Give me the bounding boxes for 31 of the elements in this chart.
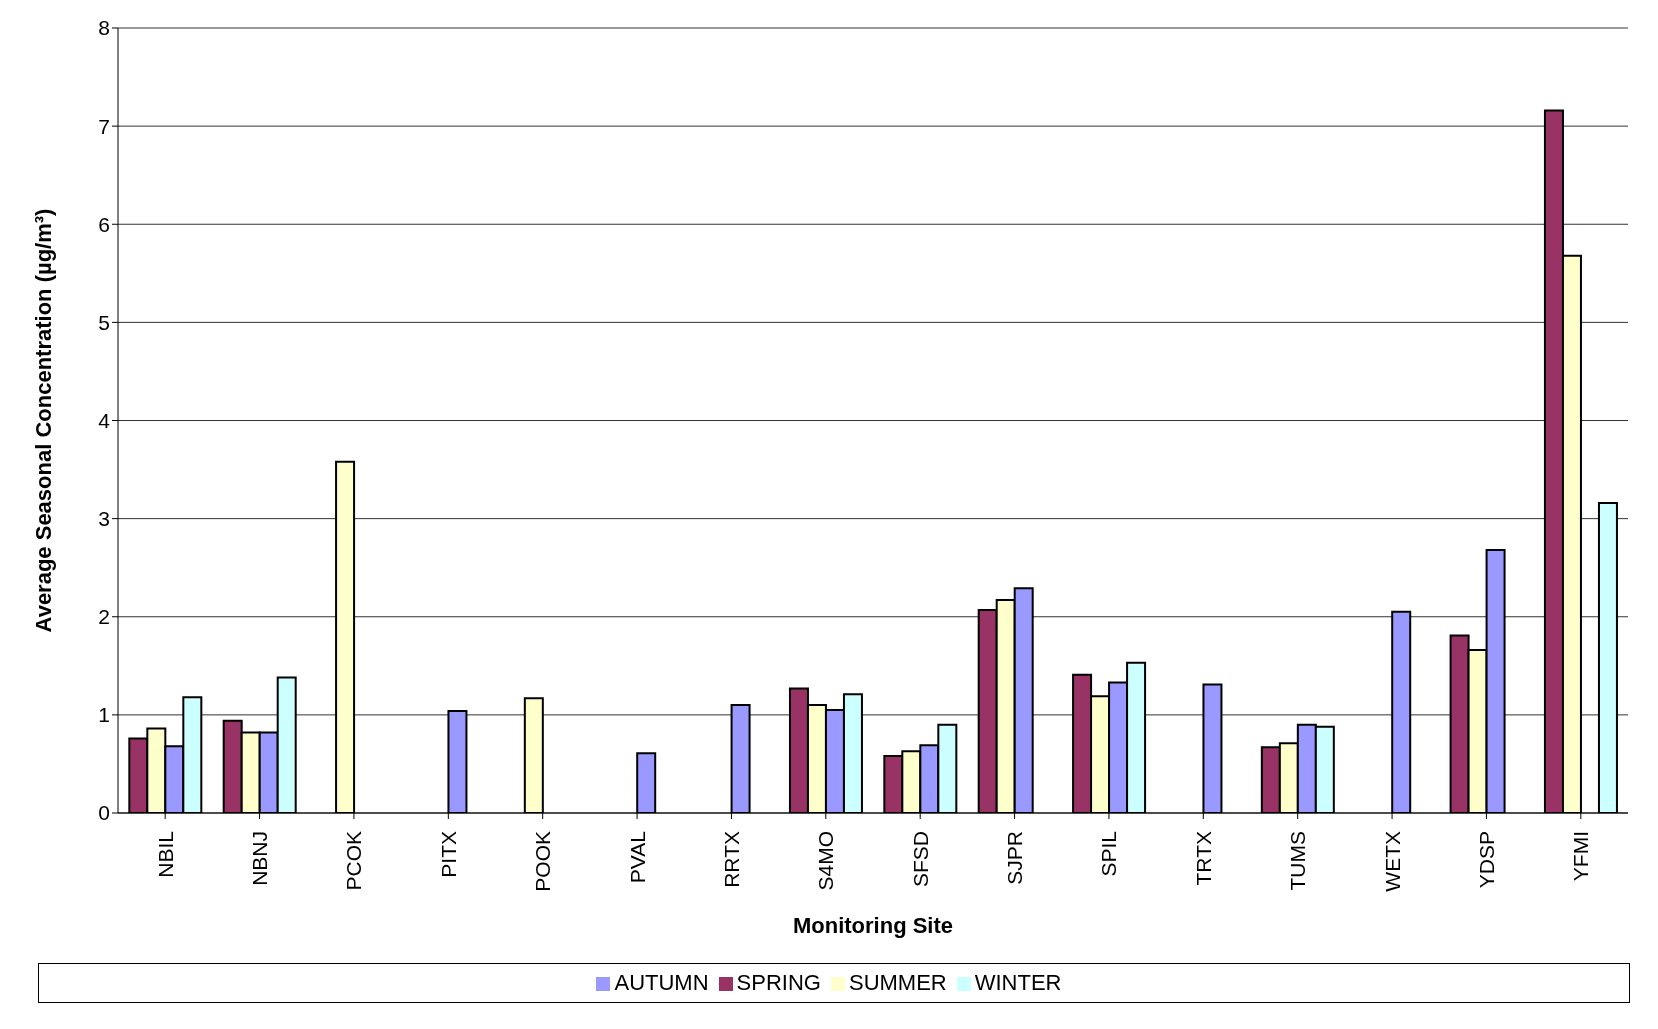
x-tick-label: PCOK [342, 831, 366, 891]
x-tick-label: S4MO [814, 831, 838, 891]
legend-label: SPRING [736, 970, 821, 995]
x-tick-label: WETX [1380, 831, 1404, 892]
x-tick-label: PITX [436, 831, 460, 878]
x-tick-label: SFSD [908, 831, 932, 888]
y-tick-label: 0 [98, 801, 110, 825]
x-tick-label: SPIL [1097, 831, 1121, 877]
y-tick-label: 6 [98, 212, 110, 236]
y-tick-label: 4 [98, 408, 111, 432]
y-tick-label: 8 [98, 16, 110, 40]
x-tick-label: YFMI [1569, 831, 1593, 882]
x-tick-label: NBIL [153, 831, 177, 878]
x-tick-label: YDSP [1474, 831, 1498, 889]
y-tick-label: 7 [98, 114, 110, 138]
x-tick-label: NBNJ [248, 831, 272, 886]
x-tick-label: TRTX [1191, 831, 1215, 886]
legend-label: SUMMER [848, 970, 947, 995]
x-axis-title: Monitoring Site [792, 913, 954, 938]
x-tick-label: SJPR [1003, 831, 1027, 885]
x-tick-label: RRTX [719, 831, 743, 888]
y-axis-title: Average Seasonal Concentration (µg/m³) [30, 208, 56, 633]
x-tick-label: PVAL [625, 831, 649, 884]
legend-label: AUTUMN [614, 970, 709, 995]
x-tick-label: POOK [531, 831, 555, 892]
y-tick-label: 3 [98, 507, 110, 531]
x-tick-label: TUMS [1286, 831, 1310, 891]
y-tick-label: 1 [98, 703, 110, 727]
y-tick-label: 5 [98, 310, 110, 334]
legend-label: WINTER [974, 970, 1062, 995]
y-tick-label: 2 [98, 605, 110, 629]
